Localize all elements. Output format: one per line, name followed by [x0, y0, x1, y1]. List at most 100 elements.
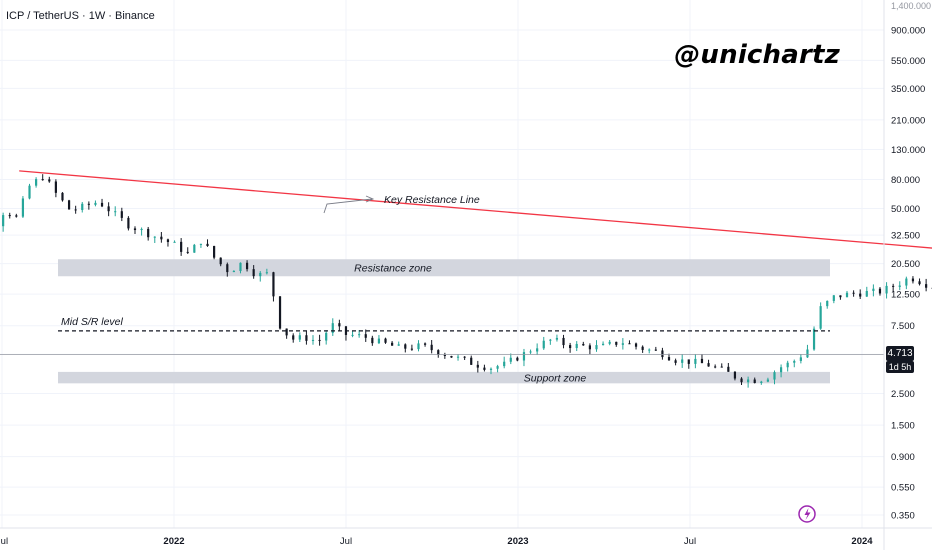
- candle: [232, 270, 235, 273]
- candle: [180, 238, 183, 256]
- price-tick-label: 0.350: [891, 511, 915, 522]
- candle: [239, 262, 242, 274]
- candle: [41, 174, 44, 181]
- candle: [555, 334, 559, 342]
- candle: [595, 340, 598, 352]
- candle: [61, 192, 64, 202]
- candle: [601, 341, 605, 346]
- candle: [476, 360, 479, 373]
- candle: [331, 318, 334, 336]
- candle: [153, 236, 156, 243]
- candle: [700, 354, 704, 364]
- candle: [305, 330, 308, 345]
- candle: [166, 238, 170, 247]
- candle: [8, 212, 11, 219]
- candle: [21, 196, 25, 218]
- price-tick-label: 210.000: [891, 115, 925, 126]
- candle: [272, 271, 275, 302]
- price-tick-label: 1.500: [891, 421, 915, 432]
- candle: [199, 243, 203, 248]
- candle: [219, 257, 222, 267]
- candle: [812, 326, 816, 351]
- candle: [351, 331, 354, 338]
- candle: [845, 290, 849, 298]
- candle: [410, 344, 413, 351]
- candle: [885, 282, 888, 299]
- candle: [470, 355, 473, 366]
- price-tick-label: 1,400.000: [891, 1, 931, 11]
- candle: [503, 356, 506, 369]
- candle: [615, 341, 618, 347]
- candle: [298, 332, 301, 342]
- candle: [417, 340, 420, 352]
- candle: [265, 268, 268, 275]
- key-resistance-trendline[interactable]: [19, 170, 932, 306]
- price-tick-label: 20.500: [891, 259, 920, 270]
- candle: [799, 354, 802, 364]
- candle: [259, 271, 262, 282]
- candle: [100, 198, 104, 208]
- candle: [120, 207, 123, 222]
- candle: [489, 367, 493, 375]
- candle: [193, 243, 196, 253]
- candle: [569, 342, 572, 353]
- candle: [925, 278, 928, 292]
- price-tick-label: 0.550: [891, 483, 915, 494]
- price-tick-label: 550.000: [891, 56, 925, 67]
- candle: [654, 346, 657, 352]
- candle: [278, 295, 282, 330]
- candle: [819, 302, 822, 330]
- candle: [898, 281, 901, 291]
- candle: [687, 359, 690, 369]
- candle: [681, 354, 684, 368]
- candle: [786, 360, 789, 372]
- candle: [397, 341, 400, 346]
- candle: [549, 338, 552, 345]
- candle: [28, 183, 31, 200]
- candle: [133, 226, 137, 234]
- candle: [826, 300, 829, 309]
- candle: [423, 342, 427, 347]
- candle: [391, 341, 394, 346]
- bolt-icon[interactable]: [798, 505, 816, 523]
- candle: [364, 329, 367, 342]
- candle: [67, 199, 71, 210]
- symbol-title: ICP / TetherUS · 1W · Binance: [6, 10, 155, 22]
- candle: [48, 176, 51, 183]
- candle: [404, 343, 407, 353]
- candle: [371, 335, 374, 346]
- callout-arrowhead: [365, 195, 375, 203]
- candle: [773, 370, 776, 385]
- candle: [226, 262, 229, 277]
- candle: [81, 202, 84, 213]
- candle: [747, 376, 750, 388]
- price-tick-label: 12.500: [891, 290, 920, 301]
- candle: [911, 276, 915, 284]
- candle: [779, 364, 783, 378]
- time-tick-label: Jul: [0, 536, 8, 547]
- candle: [542, 336, 545, 350]
- candle: [733, 371, 737, 381]
- candles: [2, 174, 932, 388]
- mid-sr-label: Mid S/R level: [61, 316, 124, 328]
- candle: [311, 335, 315, 345]
- candle: [727, 362, 730, 372]
- resistance-zone-band: [58, 259, 830, 277]
- candle: [516, 356, 519, 362]
- candle: [536, 343, 539, 356]
- candle: [483, 364, 486, 372]
- candle: [806, 344, 809, 358]
- candle: [766, 377, 770, 383]
- candle: [509, 353, 512, 365]
- candle: [892, 283, 895, 292]
- candle: [839, 295, 842, 300]
- overlays: Key Resistance Line Mid S/R level Resistan…: [0, 170, 932, 385]
- price-tick-label: 7.500: [891, 321, 915, 332]
- candle: [865, 286, 868, 298]
- candle: [529, 349, 532, 354]
- support-zone-label: Support zone: [524, 373, 587, 385]
- candle: [213, 245, 216, 260]
- candle: [173, 240, 176, 243]
